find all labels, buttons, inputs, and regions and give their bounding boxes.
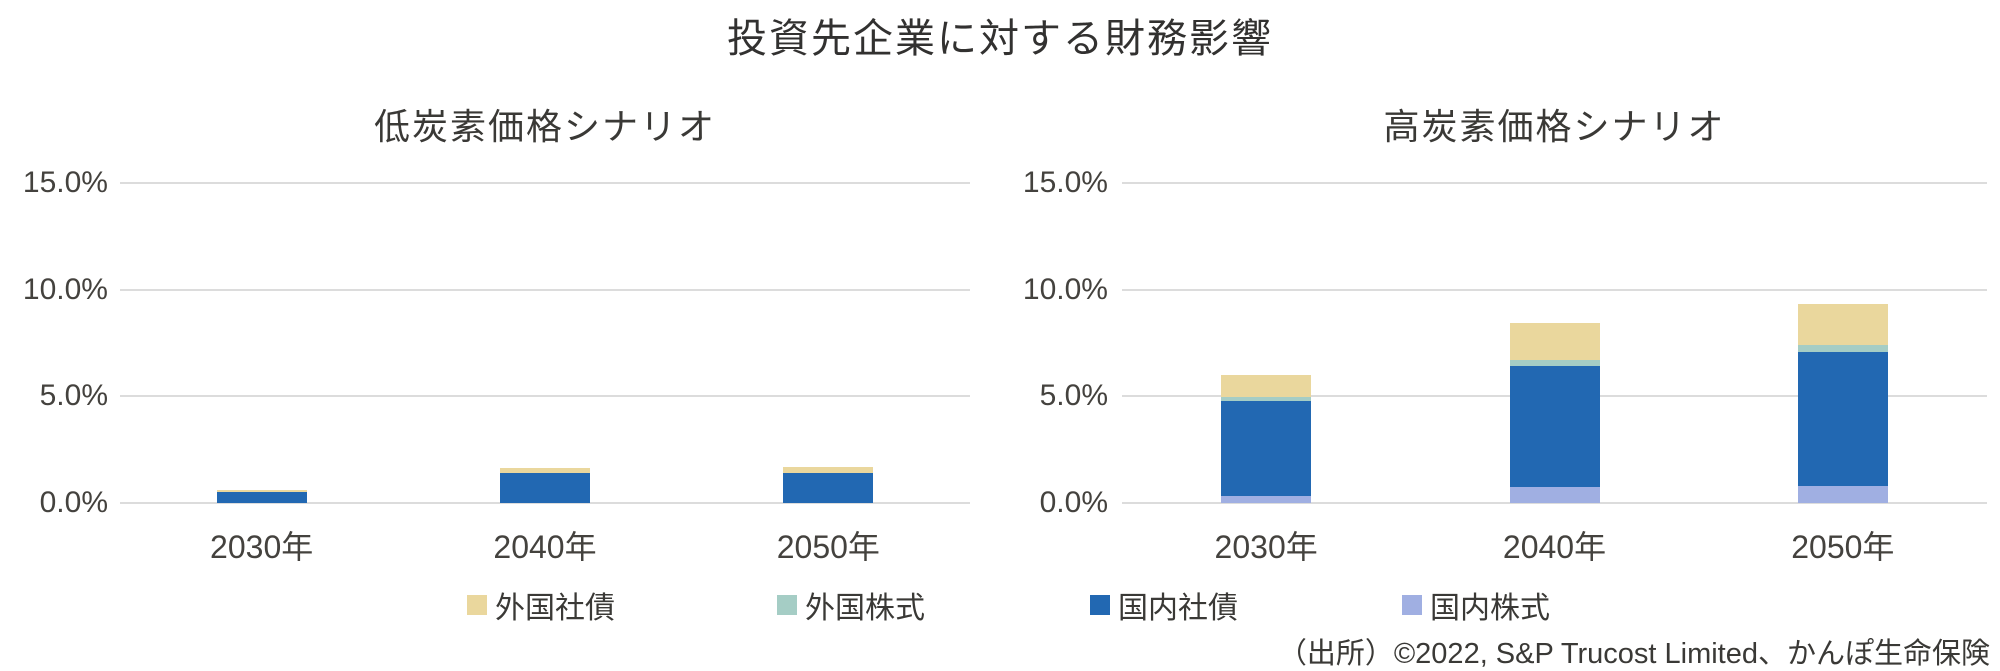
legend-label: 外国社債 bbox=[495, 592, 615, 625]
y-axis-tick-label: 5.0% bbox=[1039, 379, 1108, 413]
bar-segment-国内社債 bbox=[1797, 352, 1888, 486]
legend-item: 国内株式 bbox=[1402, 583, 1550, 627]
legend-item: 外国社債 bbox=[467, 583, 615, 627]
source-attribution: （出所）©2022, S&P Trucost Limited、かんぽ生命保険 bbox=[1277, 638, 1990, 670]
legend-label: 外国株式 bbox=[805, 592, 925, 625]
bar-segment-国内社債 bbox=[216, 492, 307, 503]
x-axis-tick-label: 2050年 bbox=[776, 529, 880, 565]
bar-segment-国内株式 bbox=[1797, 485, 1888, 503]
bar-segment-国内社債 bbox=[1509, 366, 1600, 487]
bar-segment-外国社債 bbox=[1221, 374, 1312, 398]
legend-swatch-icon bbox=[777, 595, 797, 615]
bar-segment-国内株式 bbox=[1221, 495, 1312, 503]
legend-swatch-icon bbox=[467, 595, 487, 615]
bar-segment-国内株式 bbox=[1509, 486, 1600, 503]
legend-label: 国内株式 bbox=[1430, 592, 1550, 625]
chart-title-high-carbon: 高炭素価格シナリオ bbox=[1383, 106, 1726, 147]
gridline bbox=[120, 288, 970, 291]
x-axis-tick-label: 2050年 bbox=[1791, 529, 1895, 565]
legend-item: 外国株式 bbox=[777, 583, 925, 627]
gridline bbox=[120, 502, 970, 504]
x-axis-tick-label: 2030年 bbox=[210, 529, 314, 565]
gridline bbox=[120, 181, 970, 184]
y-axis-tick-label: 0.0% bbox=[39, 486, 108, 519]
legend-label: 国内社債 bbox=[1118, 592, 1238, 625]
legend-swatch-icon bbox=[1402, 595, 1422, 615]
bar-segment-国内社債 bbox=[1221, 400, 1312, 496]
bar-segment-外国株式 bbox=[1221, 397, 1312, 401]
x-axis-tick-label: 2040年 bbox=[493, 529, 597, 565]
gridline bbox=[1122, 288, 1987, 291]
y-axis-tick-label: 15.0% bbox=[1022, 165, 1108, 199]
figure-title: 投資先企業に対する財務影響 bbox=[727, 17, 1273, 61]
gridline bbox=[120, 395, 970, 398]
bar-segment-国内社債 bbox=[500, 473, 590, 503]
legend-item: 国内社債 bbox=[1090, 583, 1238, 627]
x-axis-tick-label: 2040年 bbox=[1502, 529, 1607, 565]
y-axis-tick-label: 10.0% bbox=[22, 272, 108, 306]
bar-segment-外国社債 bbox=[783, 466, 874, 474]
bar-segment-外国社債 bbox=[1509, 322, 1600, 360]
legend-swatch-icon bbox=[1090, 595, 1110, 615]
bar-segment-外国社債 bbox=[216, 490, 307, 493]
bar-segment-国内社債 bbox=[783, 473, 874, 503]
y-axis-tick-label: 5.0% bbox=[39, 379, 108, 413]
bar-segment-外国社債 bbox=[500, 467, 590, 474]
y-axis-tick-label: 10.0% bbox=[1022, 272, 1108, 306]
gridline bbox=[1122, 502, 1987, 504]
gridline bbox=[1122, 181, 1987, 184]
y-axis-tick-label: 0.0% bbox=[1039, 486, 1108, 519]
y-axis-tick-label: 15.0% bbox=[22, 165, 108, 199]
bar-segment-外国株式 bbox=[1797, 345, 1888, 353]
x-axis-tick-label: 2030年 bbox=[1214, 529, 1318, 565]
chart-title-low-carbon: 低炭素価格シナリオ bbox=[373, 106, 716, 147]
bar-segment-外国社債 bbox=[1797, 304, 1888, 345]
bar-segment-外国株式 bbox=[1509, 359, 1600, 367]
